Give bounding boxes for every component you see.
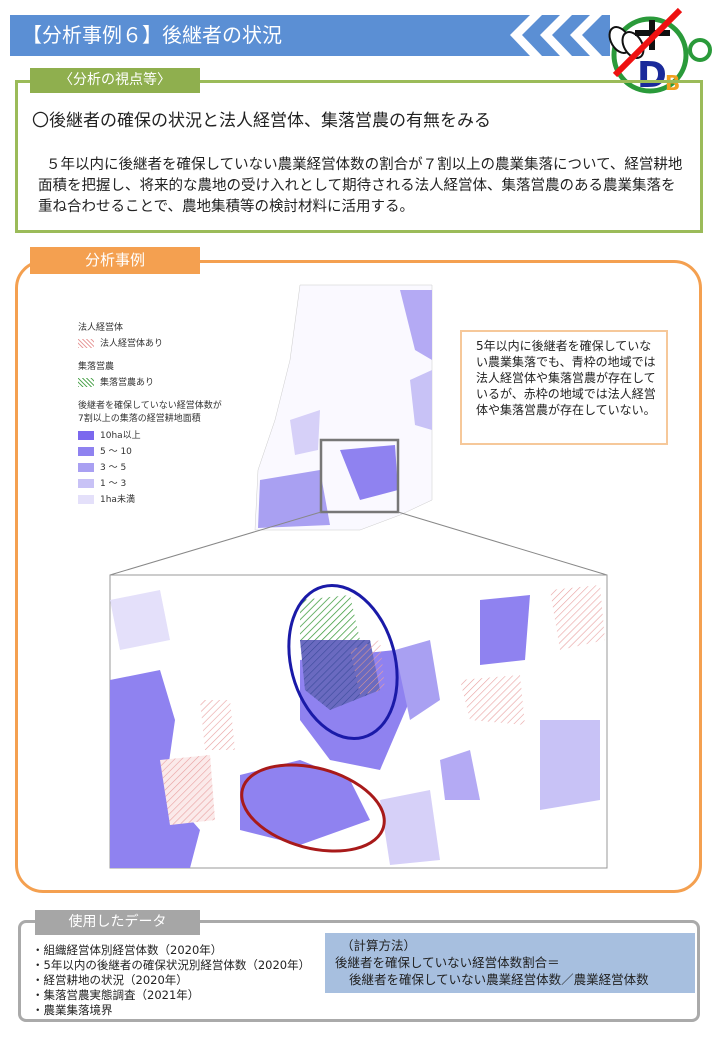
map-area <box>109 284 608 869</box>
red-ring <box>240 763 386 853</box>
calc-line1: 後継者を確保していない経営体数割合＝ <box>335 955 560 970</box>
logo-icon: D B <box>608 7 712 95</box>
chevrons-decoration <box>500 15 610 56</box>
blue-ring <box>287 583 399 741</box>
legend-area-title: 後継者を確保していない経営体数が <box>78 401 222 411</box>
overview-map <box>254 284 433 531</box>
example-box <box>15 260 702 893</box>
zoom-rectangle <box>319 438 400 514</box>
legend-class: 10ha以上 <box>100 431 141 441</box>
list-item: ・組織経営体別経営体数（2020年） <box>32 943 223 957</box>
legend-class: 1ha未満 <box>100 495 135 505</box>
calculation-box: （計算方法） 後継者を確保していない経営体数割合＝ 後継者を確保していない農業経… <box>325 933 695 993</box>
data-used-list: ・組織経営体別経営体数（2020年） ・5年以内の後継者の確保状況別経営体数（2… <box>32 943 310 1018</box>
legend-community-title: 集落営農 <box>78 362 115 372</box>
legend-class: 5 ～ 10 <box>100 447 132 457</box>
callout-note: 5年以内に後継者を確保していない農業集落でも、青枠の地域では法人経営体や集落営農… <box>460 330 668 445</box>
list-item: ・5年以内の後継者の確保状況別経営体数（2020年） <box>32 958 311 972</box>
legend-corp-title: 法人経営体 <box>78 323 124 333</box>
svg-text:B: B <box>665 71 680 95</box>
logo-text: D <box>637 55 667 95</box>
list-item: ・集落営農実態調査（2021年） <box>32 988 200 1002</box>
viewpoint-tab: 〈分析の視点等〉 <box>30 68 200 93</box>
legend-class: 3 ～ 5 <box>100 463 127 473</box>
legend-area-title-2: 7割以上の集落の経営耕地面積 <box>78 414 201 424</box>
corp-hatch-swatch <box>78 339 94 348</box>
community-hatch-swatch <box>78 378 94 387</box>
list-item: ・経営耕地の状況（2020年） <box>32 973 188 987</box>
calc-title: （計算方法） <box>341 938 417 953</box>
data-used-tab: 使用したデータ <box>35 910 200 935</box>
legend-corp-item: 法人経営体あり <box>100 339 164 349</box>
legend-community-item: 集落営農あり <box>100 378 155 388</box>
legend-class: 1 ～ 3 <box>100 479 127 489</box>
viewpoint-body: ５年以内に後継者を確保していない農業経営体数の割合が７割以上の農業集落について、… <box>38 157 683 215</box>
list-item: ・農業集落境界 <box>32 1003 113 1017</box>
viewpoint-box <box>15 80 703 233</box>
example-tab: 分析事例 <box>30 247 200 274</box>
calc-line2: 後継者を確保していない農業経営体数／農業経営体数 <box>349 972 649 987</box>
map-legend: 法人経営体 法人経営体あり 集落営農 集落営農あり 後継者を確保していない経営体… <box>78 320 222 508</box>
viewpoint-heading: 〇後継者の確保の状況と法人経営体、集落営農の有無をみる <box>32 111 491 131</box>
detail-map <box>109 574 608 869</box>
data-used-box <box>18 920 700 1022</box>
